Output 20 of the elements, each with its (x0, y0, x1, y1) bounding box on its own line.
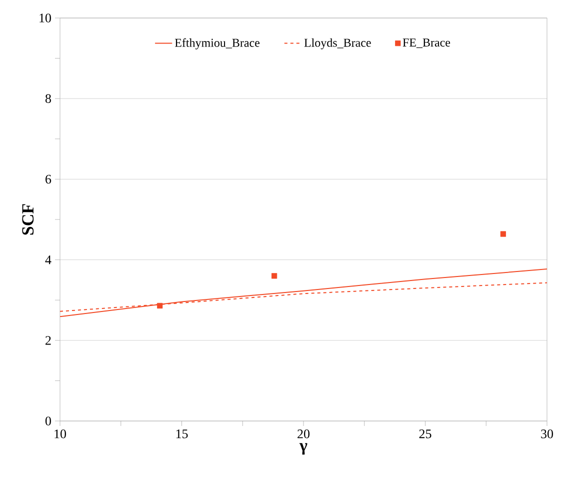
y-tick-label: 4 (45, 256, 52, 264)
x-tick-label: 20 (298, 430, 310, 438)
x-tick-label: 10 (54, 430, 66, 438)
x-tick-label: 25 (419, 430, 432, 438)
y-tick-label: 0 (45, 416, 51, 426)
y-tick-label: 10 (40, 14, 51, 22)
legend-label: Lloyds_Brace (304, 38, 371, 50)
legend-label: Efthymiou_Brace (174, 38, 260, 50)
x-axis-title: γ (299, 443, 308, 455)
point (271, 273, 278, 279)
x-tick-label: 15 (176, 430, 188, 438)
y-tick-label: 2 (46, 336, 51, 345)
x-tick-label: 30 (541, 430, 553, 438)
y-tick-label: 6 (46, 174, 52, 184)
line-series (60, 268, 547, 318)
y-tick-label: 8 (45, 94, 51, 103)
point (500, 231, 506, 237)
legend-label: FE_Brace (402, 38, 450, 48)
y-axis-title: SCF (22, 204, 34, 235)
point (157, 302, 163, 309)
